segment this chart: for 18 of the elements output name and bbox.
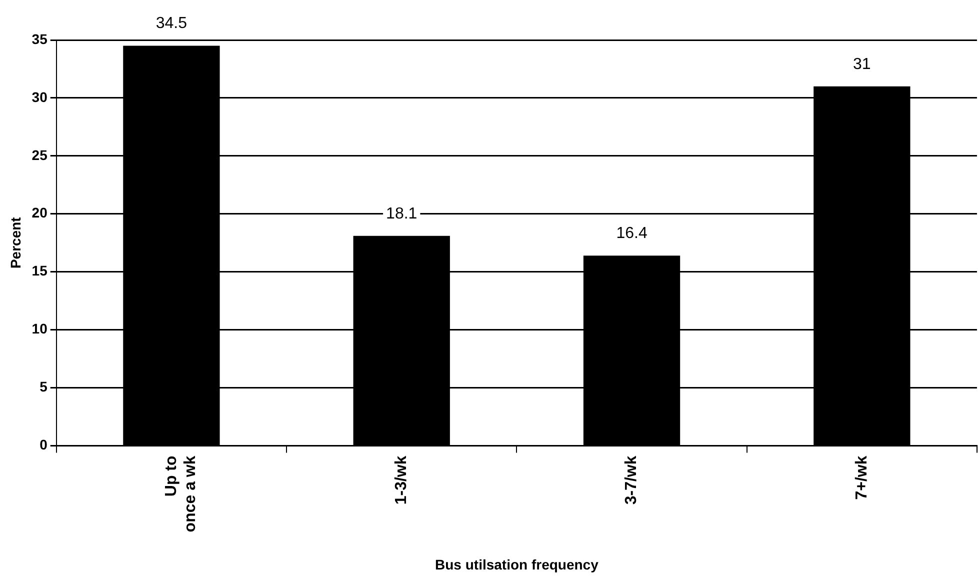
y-tick-label: 30 (32, 88, 48, 105)
y-tick-label: 25 (32, 146, 48, 163)
data-label: 16.4 (616, 225, 648, 242)
data-label: 34.5 (156, 15, 188, 32)
y-axis-title: Percent (7, 216, 24, 269)
data-label: 18.1 (386, 205, 418, 222)
y-tick-label: 0 (40, 436, 48, 453)
y-tick-label: 15 (32, 262, 48, 279)
x-tick-label: 1-3/wk (393, 456, 410, 505)
x-axis-title: Bus utilsation frequency (435, 556, 599, 572)
y-tick-label: 5 (40, 378, 48, 395)
y-tick-label: 35 (32, 30, 48, 47)
y-tick-label: 20 (32, 204, 48, 221)
y-tick-label: 10 (32, 320, 48, 337)
x-tick-label: 7+/wk (853, 456, 870, 500)
x-tick-label: Up to once a wk (162, 455, 200, 532)
data-label: 31 (853, 56, 871, 73)
x-tick-label: 3-7/wk (623, 456, 640, 505)
